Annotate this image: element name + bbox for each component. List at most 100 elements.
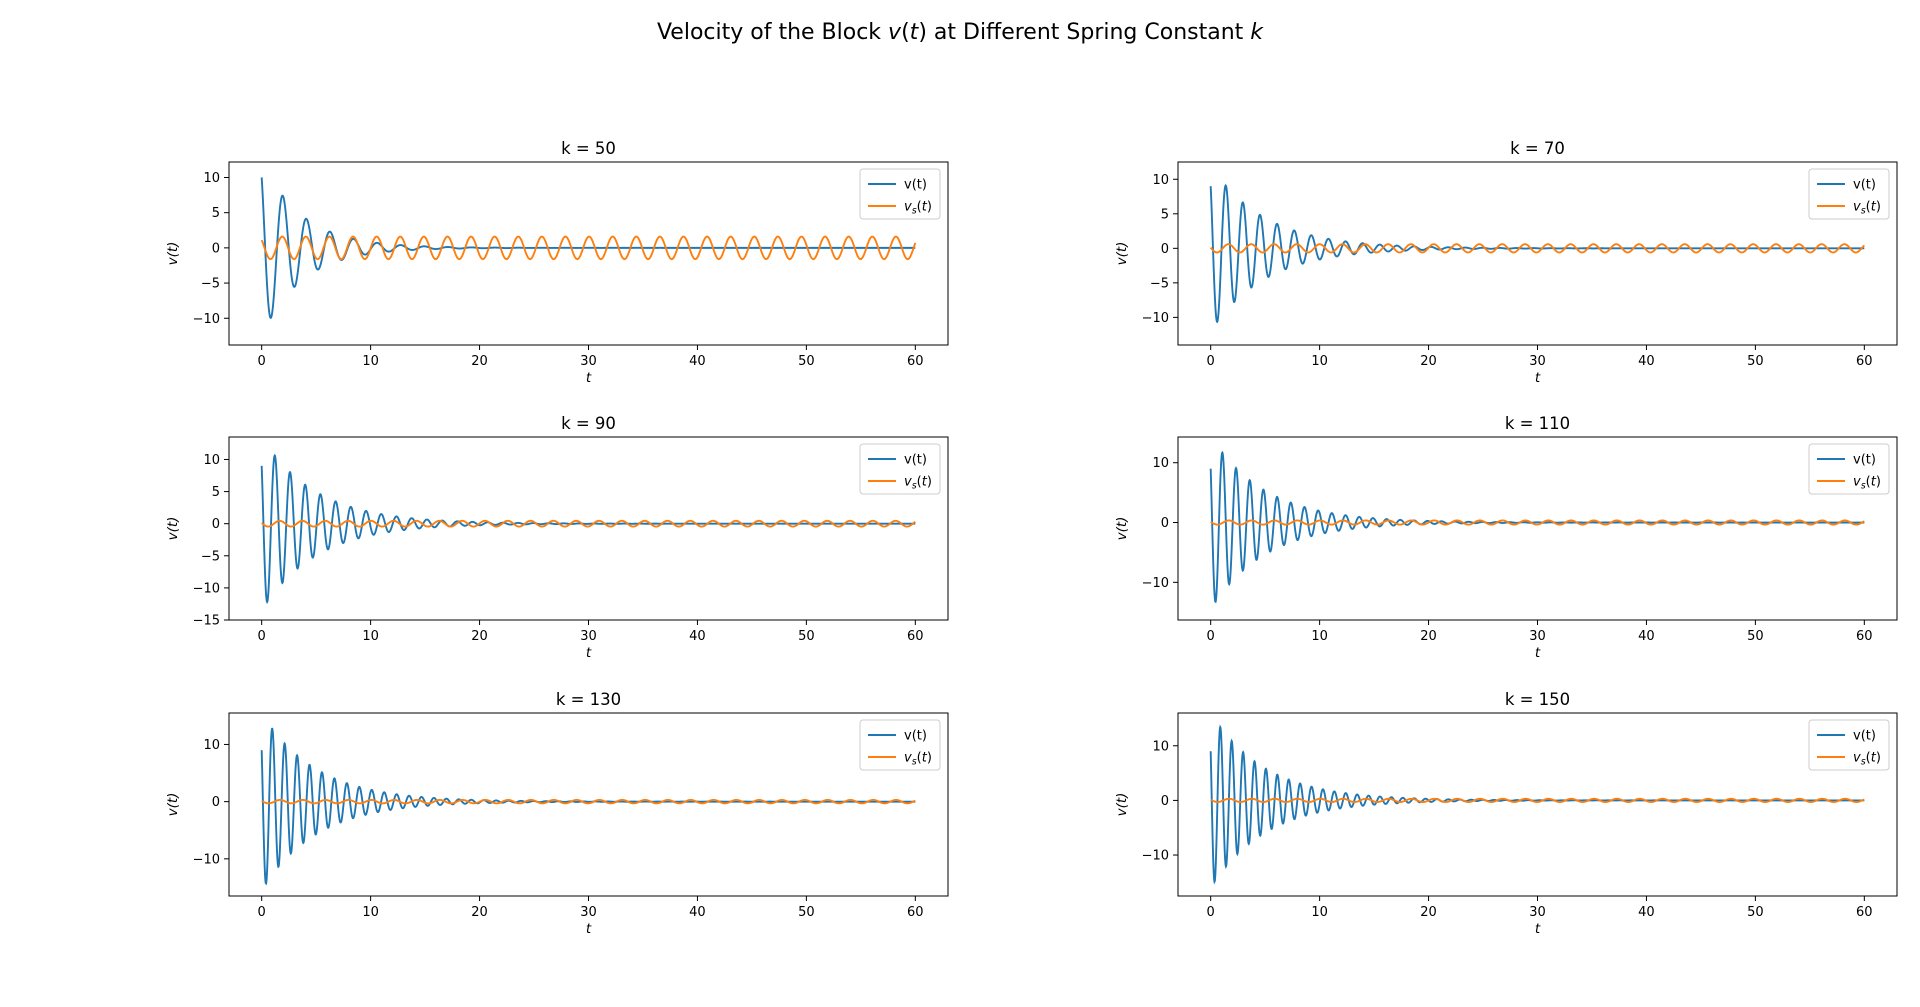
x-tick-label: 10 <box>362 905 379 920</box>
x-axis-label: t <box>586 370 592 386</box>
x-tick-label: 40 <box>1638 354 1655 369</box>
subplot-2: k = 70 0 10 20 30 40 50 60 −10 −5 0 5 10 t v(t) v(t) vs(… <box>1114 139 1898 386</box>
legend-label: v(t) <box>1853 453 1876 468</box>
x-tick-label: 20 <box>471 629 488 644</box>
y-axis-label: v(t) <box>165 517 181 541</box>
subplot-title: k = 150 <box>1505 690 1570 709</box>
x-tick-label: 0 <box>258 905 266 920</box>
x-tick-label: 0 <box>258 629 266 644</box>
series-line-vs <box>1210 519 1865 526</box>
y-tick-label: 0 <box>212 517 220 532</box>
y-tick-label: 10 <box>203 171 220 186</box>
series-line-vs <box>1209 243 1865 254</box>
y-tick-label: 0 <box>212 795 220 810</box>
series-line-v <box>1209 450 1865 604</box>
subplot-6: k = 150 0 10 20 30 40 50 60 −10 0 10 t v(t) v(t) vs(t) <box>1114 690 1898 937</box>
subplot-3: k = 900 10 20 30 40 50 60−15−10−50510tv(t)v(t)… <box>165 414 949 661</box>
y-tick-label: −5 <box>201 549 220 564</box>
legend-label: vs(t) <box>1853 200 1881 217</box>
x-tick-label: 10 <box>1311 629 1328 644</box>
y-tick-label: −5 <box>1150 276 1169 291</box>
x-tick-label: 20 <box>1420 905 1437 920</box>
x-tick-label: 20 <box>1420 354 1437 369</box>
x-axis-label: t <box>586 921 592 937</box>
y-tick-label: −10 <box>193 312 220 327</box>
x-tick-label: 40 <box>1638 629 1655 644</box>
x-tick-label: 50 <box>1747 905 1764 920</box>
legend-label: vs(t) <box>904 200 932 217</box>
legend-label: vs(t) <box>1853 751 1881 768</box>
y-axis-label: v(t) <box>1114 242 1130 266</box>
y-tick-label: 10 <box>1152 173 1169 188</box>
x-axis-label: t <box>1535 921 1541 937</box>
y-tick-label: −10 <box>193 581 220 596</box>
x-tick-label: 30 <box>1529 354 1546 369</box>
y-tick-label: 5 <box>212 485 220 500</box>
y-axis-label: v(t) <box>165 242 181 266</box>
x-tick-label: 30 <box>580 629 597 644</box>
y-tick-label: −15 <box>193 614 220 629</box>
x-tick-label: 60 <box>907 354 924 369</box>
series-line-v <box>260 727 916 886</box>
x-tick-label: 30 <box>580 905 597 920</box>
x-tick-label: 20 <box>471 354 488 369</box>
x-tick-label: 0 <box>1207 905 1215 920</box>
subplot-1: k = 50 0 10 20 30 40 50 60 −10 −5 0 5 10 t v(t) v(t) vs(… <box>165 139 949 386</box>
x-tick-label: 50 <box>798 354 815 369</box>
series-line-vs <box>260 235 917 261</box>
legend-label: vs(t) <box>904 475 932 492</box>
y-tick-label: −10 <box>1142 311 1169 326</box>
x-tick-label: 10 <box>1311 905 1328 920</box>
y-tick-label: −10 <box>193 852 220 867</box>
axes-container: k = 500 10 20 30 40 50 60−10−50510tv(t)v(t)vs(… <box>165 139 1898 937</box>
subplot-5: k = 130 0 10 20 30 40 50 60 −10 0 10 t v(t) v(t) vs(t) <box>165 690 949 937</box>
x-tick-label: 40 <box>1638 905 1655 920</box>
y-tick-label: −10 <box>1142 576 1169 591</box>
x-tick-label: 20 <box>471 905 488 920</box>
x-tick-label: 50 <box>1747 354 1764 369</box>
y-tick-label: 0 <box>212 241 220 256</box>
subplot-title: k = 50 <box>561 139 616 158</box>
series-line-vs <box>261 798 916 805</box>
x-tick-label: 50 <box>1747 629 1764 644</box>
legend: v(t) vs(t) <box>859 719 941 771</box>
x-tick-label: 40 <box>689 629 706 644</box>
y-tick-label: 10 <box>203 738 220 753</box>
x-tick-label: 60 <box>1856 354 1873 369</box>
x-tick-label: 30 <box>1529 905 1546 920</box>
subplot-4: k = 110 0 10 20 30 40 50 60 −10 0 10 t v(t) v(t) vs(t) <box>1114 414 1898 661</box>
y-axis-label: v(t) <box>165 793 181 817</box>
x-tick-label: 0 <box>1207 629 1215 644</box>
x-tick-label: 40 <box>689 905 706 920</box>
y-tick-label: 0 <box>1161 516 1169 531</box>
series-line-vs <box>261 519 916 528</box>
x-tick-label: 30 <box>1529 629 1546 644</box>
y-tick-label: −5 <box>201 277 220 292</box>
y-tick-label: 10 <box>1152 456 1169 471</box>
x-tick-label: 10 <box>362 629 379 644</box>
y-tick-label: 5 <box>1161 207 1169 222</box>
series-line-v <box>1209 724 1865 885</box>
legend-label: v(t) <box>1853 729 1876 744</box>
legend-label: v(t) <box>904 453 927 468</box>
x-tick-label: 60 <box>1856 629 1873 644</box>
subplot-title: k = 110 <box>1505 414 1570 433</box>
subplot-title: k = 130 <box>556 690 621 709</box>
legend-label: vs(t) <box>904 751 932 768</box>
x-tick-label: 60 <box>907 629 924 644</box>
x-tick-label: 50 <box>798 629 815 644</box>
legend: v(t) vs(t) <box>1808 719 1890 771</box>
legend: v(t) vs(t) <box>859 443 941 495</box>
x-axis-label: t <box>1535 370 1541 386</box>
legend: v(t) vs(t) <box>1808 443 1890 495</box>
legend-label: v(t) <box>1853 178 1876 193</box>
legend-label: v(t) <box>904 729 927 744</box>
legend: v(t) vs(t) <box>859 168 941 220</box>
x-tick-label: 20 <box>1420 629 1437 644</box>
x-tick-label: 60 <box>1856 905 1873 920</box>
x-axis-label: t <box>1535 645 1541 661</box>
y-axis-label: v(t) <box>1114 517 1130 541</box>
y-axis-label: v(t) <box>1114 793 1130 817</box>
figure-title: Velocity of the Block v(t) at Different … <box>657 20 1264 45</box>
